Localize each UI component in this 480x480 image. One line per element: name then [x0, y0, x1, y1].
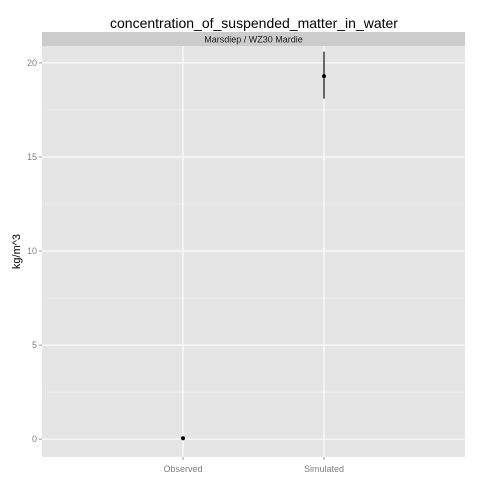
x-tick-label: Simulated [304, 464, 344, 474]
y-tick-label: 0 [32, 434, 37, 444]
y-tick-label: 5 [32, 340, 37, 350]
data-point [322, 74, 326, 79]
facet-strip [42, 32, 465, 46]
y-tick-label: 10 [27, 246, 37, 256]
y-axis: 0 5 10 15 20 [27, 58, 42, 444]
facet-strip-label: Marsdiep / WZ30 Mardie [204, 35, 303, 45]
chart-title: concentration_of_suspended_matter_in_wat… [110, 15, 398, 31]
data-marks [181, 51, 326, 441]
x-axis: Observed Simulated [163, 457, 344, 474]
y-axis-title: kg/m^3 [11, 234, 23, 269]
major-gridlines [42, 46, 465, 457]
y-tick-label: 20 [27, 58, 37, 68]
data-point [181, 436, 185, 441]
minor-gridlines [42, 109, 465, 393]
x-tick-label: Observed [163, 464, 202, 474]
y-tick-label: 15 [27, 152, 37, 162]
